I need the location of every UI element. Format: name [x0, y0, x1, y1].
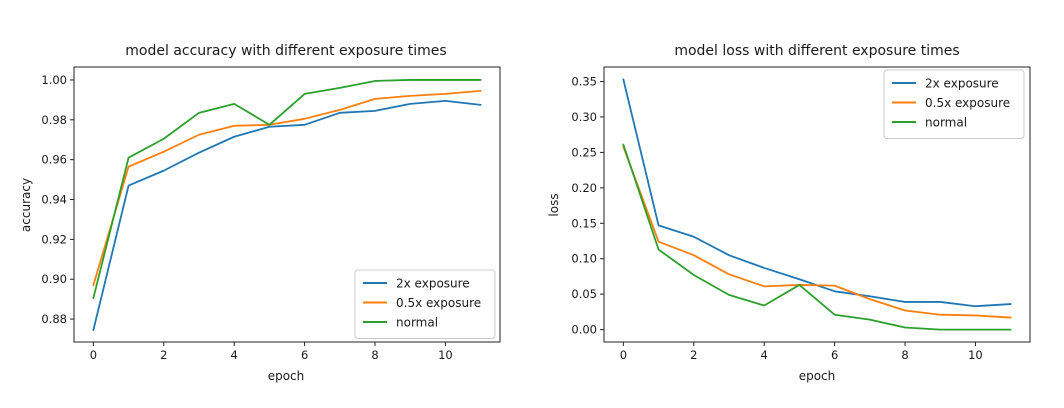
x-tick-label: 4: [761, 348, 768, 362]
x-tick-label: 0: [90, 348, 97, 362]
x-tick-label: 10: [968, 348, 983, 362]
y-tick-label: 0.94: [41, 193, 67, 207]
x-tick-label: 2: [160, 348, 167, 362]
legend-label: 2x exposure: [925, 77, 999, 91]
y-tick-label: 0.96: [41, 153, 67, 167]
series-line-2x-exposure: [92, 99, 482, 331]
y-tick-label: 0.35: [571, 75, 597, 89]
y-tick-label: 0.00: [571, 323, 597, 337]
series-line-0-5x-exposure: [92, 90, 482, 287]
legend-label: normal: [396, 316, 438, 330]
y-tick-label: 0.05: [571, 287, 597, 301]
legend: 2x exposure 0.5x exposure normal: [883, 69, 1025, 139]
y-tick-label: 0.90: [41, 272, 67, 286]
series-line-normal: [92, 79, 482, 300]
x-axis-label: epoch: [268, 369, 305, 383]
chart-title: model accuracy with different exposure t…: [125, 43, 446, 59]
x-axis-label: epoch: [799, 369, 836, 383]
loss-chart: model loss with different exposure times…: [547, 43, 1031, 383]
series-line-0-5x-exposure: [622, 145, 1012, 319]
y-tick-label: 0.30: [571, 110, 597, 124]
y-axis-label: loss: [547, 193, 561, 216]
accuracy-chart: model accuracy with different exposure t…: [19, 43, 501, 383]
legend-box: [883, 69, 1025, 139]
series-line-normal: [622, 143, 1012, 331]
y-tick-label: 0.98: [41, 113, 67, 127]
legend: 2x exposure 0.5x exposure normal: [354, 269, 496, 339]
axis-ticks: 0 2 4 6 8 10 0.00 0.05 0.10 0.15 0.20 0.25 0.30 0.35: [571, 75, 982, 362]
legend-label: normal: [925, 116, 967, 130]
legend-box: [354, 269, 496, 339]
x-tick-label: 10: [438, 348, 453, 362]
x-tick-label: 2: [690, 348, 697, 362]
chart-title: model loss with different exposure times: [674, 43, 959, 59]
x-tick-label: 8: [371, 348, 378, 362]
y-tick-label: 0.25: [571, 145, 597, 159]
series-lines: [622, 78, 1012, 331]
axis-ticks: 0 2 4 6 8 10 0.88 0.90 0.92 0.94 0.96 0.98 1.00: [41, 73, 452, 362]
x-tick-label: 6: [301, 348, 308, 362]
legend-label: 0.5x exposure: [925, 96, 1010, 110]
y-tick-label: 0.92: [41, 232, 67, 246]
x-tick-label: 0: [620, 348, 627, 362]
plot-frame: [603, 66, 1031, 343]
y-tick-label: 0.20: [571, 181, 597, 195]
x-tick-label: 4: [231, 348, 238, 362]
legend-label: 0.5x exposure: [396, 296, 481, 310]
y-tick-label: 0.88: [41, 312, 67, 326]
y-tick-label: 0.10: [571, 252, 597, 266]
x-tick-label: 6: [831, 348, 838, 362]
y-tick-label: 0.15: [571, 216, 597, 230]
y-axis-label: accuracy: [19, 178, 33, 232]
plot-frame: [73, 66, 501, 343]
series-lines: [92, 79, 482, 331]
legend-label: 2x exposure: [396, 277, 470, 291]
x-tick-label: 8: [901, 348, 908, 362]
y-tick-label: 1.00: [41, 73, 67, 87]
